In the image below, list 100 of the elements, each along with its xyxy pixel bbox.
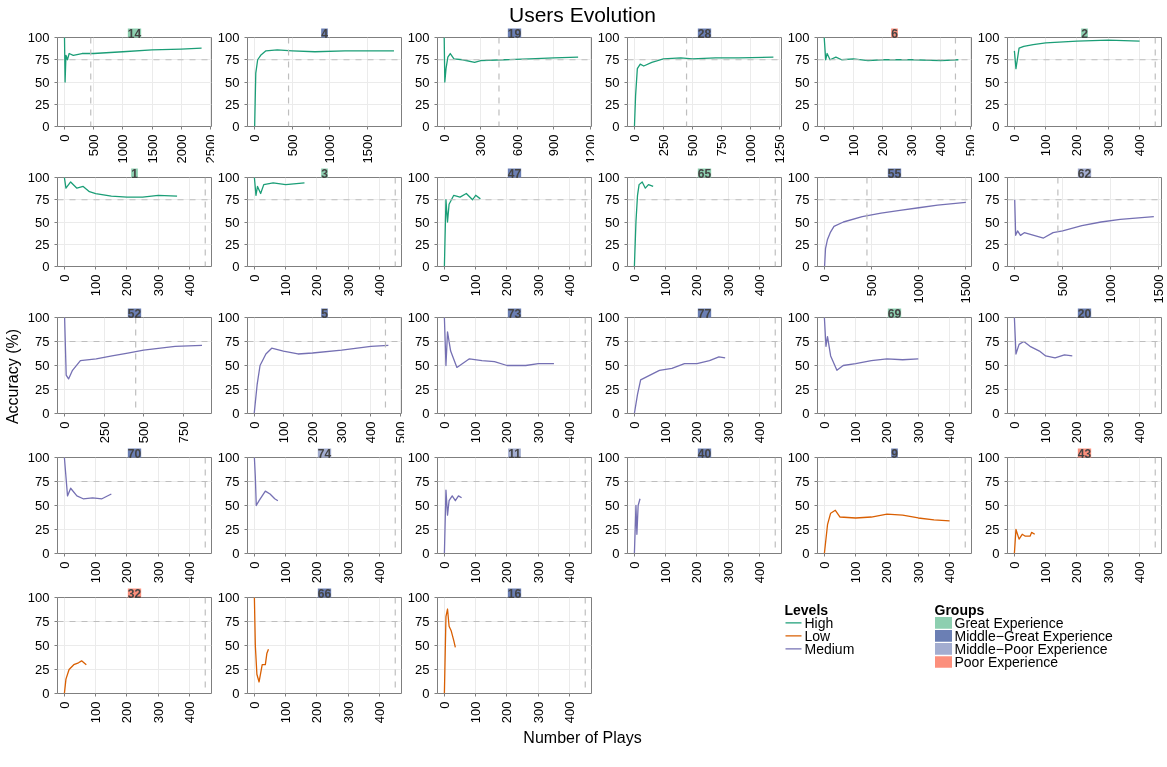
x-tick-label: 100 [658, 274, 674, 297]
x-tick-label: 400 [562, 561, 578, 584]
x-tick-label: 300 [910, 421, 926, 444]
x-tick-label: 100 [468, 561, 484, 584]
x-tick-label: 200 [689, 561, 705, 584]
legend-title: Levels [784, 601, 829, 618]
y-tick-label: 100 [217, 30, 240, 45]
chart-title: 52 [127, 306, 142, 321]
x-tick-label: 300 [910, 561, 926, 584]
x-tick-label: 1000 [322, 134, 338, 164]
y-tick-label: 50 [415, 498, 430, 513]
y-tick-label: 25 [415, 382, 430, 397]
x-tick-label: 300 [473, 134, 489, 157]
x-tick-label: 300 [530, 274, 546, 297]
x-tick-label: 0 [247, 134, 263, 142]
x-tick-label: 200 [1069, 134, 1085, 157]
x-tick-label: 0 [56, 701, 72, 709]
x-tick-label: 1000 [115, 134, 131, 164]
y-tick-label: 75 [605, 192, 620, 208]
x-tick-label: 500 [1055, 274, 1071, 297]
y-tick-label: 100 [977, 310, 1000, 325]
chart-title: 4 [321, 26, 329, 41]
x-tick-label: 200 [119, 561, 135, 584]
x-tick-label: 0 [56, 274, 72, 282]
x-tick-label: 200 [875, 134, 891, 157]
x-tick-label: 400 [372, 701, 388, 724]
y-tick-label: 50 [225, 214, 240, 230]
y-tick-label: 100 [977, 30, 1000, 45]
x-tick-label: 300 [530, 421, 546, 444]
x-tick-label: 400 [372, 274, 388, 297]
chart-title: 2 [1081, 26, 1089, 41]
chart-title: 28 [697, 26, 712, 41]
chart-title: 6 [891, 26, 899, 41]
x-tick-label: 500 [136, 421, 152, 444]
y-tick-label: 75 [415, 474, 430, 489]
y-tick-label: 100 [407, 30, 430, 45]
y-tick-label: 25 [985, 96, 1000, 112]
y-tick-label: 100 [217, 590, 240, 605]
y-tick-label: 75 [605, 474, 620, 489]
x-tick-label: 2500 [202, 134, 218, 164]
x-tick-label: 300 [334, 421, 350, 444]
x-tick-label: 500 [86, 134, 102, 157]
x-tick-label: 0 [246, 274, 262, 282]
x-tick-label: 0 [1007, 274, 1023, 282]
y-tick-label: 75 [985, 474, 1000, 489]
x-tick-label: 200 [305, 421, 321, 444]
y-tick-label: 75 [795, 52, 810, 68]
x-tick-label: 250 [96, 421, 112, 444]
y-tick-label: 25 [985, 382, 1000, 397]
y-tick-label: 75 [35, 474, 50, 489]
y-tick-label: 100 [597, 450, 620, 465]
chart-title: 65 [697, 166, 712, 181]
y-tick-label: 25 [35, 236, 50, 252]
x-tick-label: 400 [752, 274, 768, 297]
x-tick-label: 400 [562, 701, 578, 724]
x-tick-label: 500 [284, 134, 300, 157]
x-tick-label: 400 [182, 561, 198, 584]
x-tick-label: 2000 [173, 134, 189, 164]
y-tick-label: 25 [225, 96, 240, 112]
x-tick-label: 100 [88, 274, 104, 297]
y-tick-label: 75 [985, 52, 1000, 68]
x-tick-label: 200 [499, 561, 515, 584]
y-tick-label: 25 [795, 236, 810, 252]
y-tick-label: 75 [985, 192, 1000, 208]
text: Number of Plays [523, 729, 642, 746]
y-tick-label: 75 [795, 192, 810, 208]
y-tick-label: 75 [985, 334, 1000, 349]
x-tick-label: 0 [436, 274, 452, 282]
x-tick-label: 100 [468, 274, 484, 297]
x-tick-label: 0 [436, 561, 452, 569]
x-tick-label: 400 [372, 561, 388, 584]
chart-title: 40 [697, 446, 712, 461]
y-tick-label: 50 [795, 498, 810, 513]
y-tick-label: 75 [795, 334, 810, 349]
y-tick-label: 50 [985, 214, 1000, 230]
x-tick-label: 200 [309, 561, 325, 584]
x-tick-label: 400 [1132, 561, 1148, 584]
x-tick-label: 400 [182, 701, 198, 724]
x-tick-label: 1200 [582, 134, 598, 164]
y-tick-label: 100 [27, 170, 50, 185]
y-tick-label: 50 [415, 74, 430, 90]
x-tick-label: 500 [392, 421, 408, 444]
y-tick-label: 25 [225, 522, 240, 537]
x-tick-label: 1000 [911, 274, 927, 304]
x-tick-label: 100 [1038, 561, 1054, 584]
x-tick-label: 200 [309, 274, 325, 297]
x-tick-label: 100 [275, 421, 291, 444]
x-tick-label: 500 [864, 274, 880, 297]
y-tick-label: 100 [407, 170, 430, 185]
x-tick-label: 500 [962, 134, 978, 157]
x-tick-label: 0 [57, 134, 72, 142]
x-tick-label: 750 [713, 134, 729, 157]
x-tick-label: 100 [468, 701, 484, 724]
y-tick-label: 50 [415, 358, 430, 373]
y-tick-label: 75 [225, 52, 240, 68]
x-tick-label: 0 [246, 421, 262, 429]
y-tick-label: 50 [35, 638, 50, 653]
y-tick-label: 50 [795, 358, 810, 373]
y-tick-label: 50 [605, 74, 620, 90]
y-tick-label: 100 [787, 450, 810, 465]
